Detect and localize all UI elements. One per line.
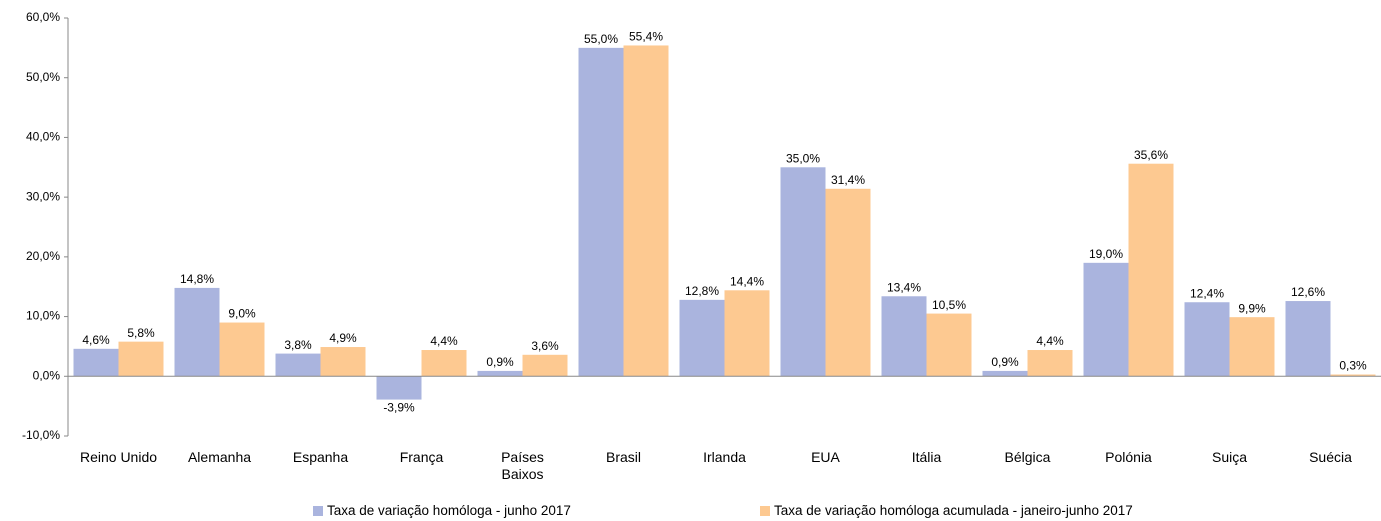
value-label: 14,4% — [730, 274, 764, 288]
bar — [219, 322, 265, 377]
bar — [118, 341, 164, 377]
bar — [724, 290, 770, 377]
value-label: 12,4% — [1190, 286, 1224, 300]
y-tick-label: 0,0% — [33, 368, 61, 382]
value-label: 5,8% — [127, 326, 155, 340]
legend-item: Taxa de variação homóloga acumulada - ja… — [760, 503, 1133, 518]
bar — [174, 287, 220, 377]
value-label: 55,0% — [584, 32, 618, 46]
value-label: 13,4% — [887, 280, 921, 294]
y-tick-label: 30,0% — [26, 189, 60, 203]
bar — [578, 47, 624, 377]
bar — [825, 188, 871, 377]
value-label: 19,0% — [1089, 247, 1123, 261]
bar — [275, 353, 321, 377]
bar — [679, 299, 725, 377]
value-label: 0,3% — [1339, 359, 1367, 373]
bar — [522, 354, 568, 377]
x-tick-label: Suiça — [1211, 449, 1248, 465]
bar — [1285, 301, 1331, 377]
value-label: 12,6% — [1291, 285, 1325, 299]
y-tick-label: 20,0% — [26, 249, 60, 263]
bar — [477, 370, 523, 377]
y-tick-label: -10,0% — [22, 428, 60, 442]
bar — [1128, 163, 1174, 377]
value-label: 3,8% — [284, 338, 312, 352]
value-label: 10,5% — [932, 298, 966, 312]
bar — [1229, 317, 1275, 377]
legend-swatch — [760, 506, 770, 516]
value-label: 14,8% — [180, 272, 214, 286]
x-tick-label: Irlanda — [703, 449, 746, 465]
bar — [1330, 374, 1376, 377]
value-label: 9,0% — [228, 307, 256, 321]
value-label: 0,9% — [991, 355, 1019, 369]
bar — [982, 370, 1028, 377]
bar — [1184, 302, 1230, 377]
y-tick-label: 40,0% — [26, 130, 60, 144]
y-tick-label: 60,0% — [26, 10, 60, 24]
value-label: -3,9% — [383, 401, 415, 415]
value-label: 55,4% — [629, 30, 663, 44]
x-tick-label: Países Baixos — [501, 449, 544, 482]
bar — [623, 45, 669, 377]
value-label: 4,9% — [329, 331, 357, 345]
x-tick-label: França — [399, 449, 444, 465]
x-tick-label: Polónia — [1105, 449, 1152, 465]
value-label: 4,6% — [82, 333, 110, 347]
bar — [881, 296, 927, 377]
value-label: 12,8% — [685, 284, 719, 298]
value-label: 35,0% — [786, 151, 820, 165]
value-label: 35,6% — [1134, 148, 1168, 162]
y-tick-label: 10,0% — [26, 309, 60, 323]
x-tick-label: Espanha — [292, 449, 349, 465]
x-tick-label: Brasil — [605, 449, 641, 465]
x-tick-label: Suécia — [1309, 449, 1352, 465]
bar — [73, 348, 119, 377]
legend-label: Taxa de variação homóloga - junho 2017 — [327, 503, 571, 518]
bar — [1027, 350, 1073, 377]
bar — [421, 350, 467, 377]
value-label: 3,6% — [531, 339, 559, 353]
x-tick-label: EUA — [811, 449, 840, 465]
bar — [320, 347, 366, 377]
legend-label: Taxa de variação homóloga acumulada - ja… — [774, 503, 1133, 518]
value-label: 4,4% — [430, 334, 458, 348]
x-tick-label: Reino Unido — [79, 449, 158, 465]
bar — [376, 376, 422, 400]
legend-item: Taxa de variação homóloga - junho 2017 — [313, 503, 571, 518]
x-tick-label: Itália — [911, 449, 942, 465]
value-label: 4,4% — [1036, 334, 1064, 348]
y-tick-label: 50,0% — [26, 70, 60, 84]
value-label: 31,4% — [831, 173, 865, 187]
bar — [780, 167, 826, 377]
x-tick-label: Bélgica — [1004, 449, 1051, 465]
x-tick-label: Alemanha — [187, 449, 252, 465]
value-label: 9,9% — [1238, 301, 1266, 315]
legend-swatch — [313, 506, 323, 516]
value-label: 0,9% — [486, 355, 514, 369]
bar — [926, 313, 972, 377]
bar — [1083, 262, 1129, 377]
